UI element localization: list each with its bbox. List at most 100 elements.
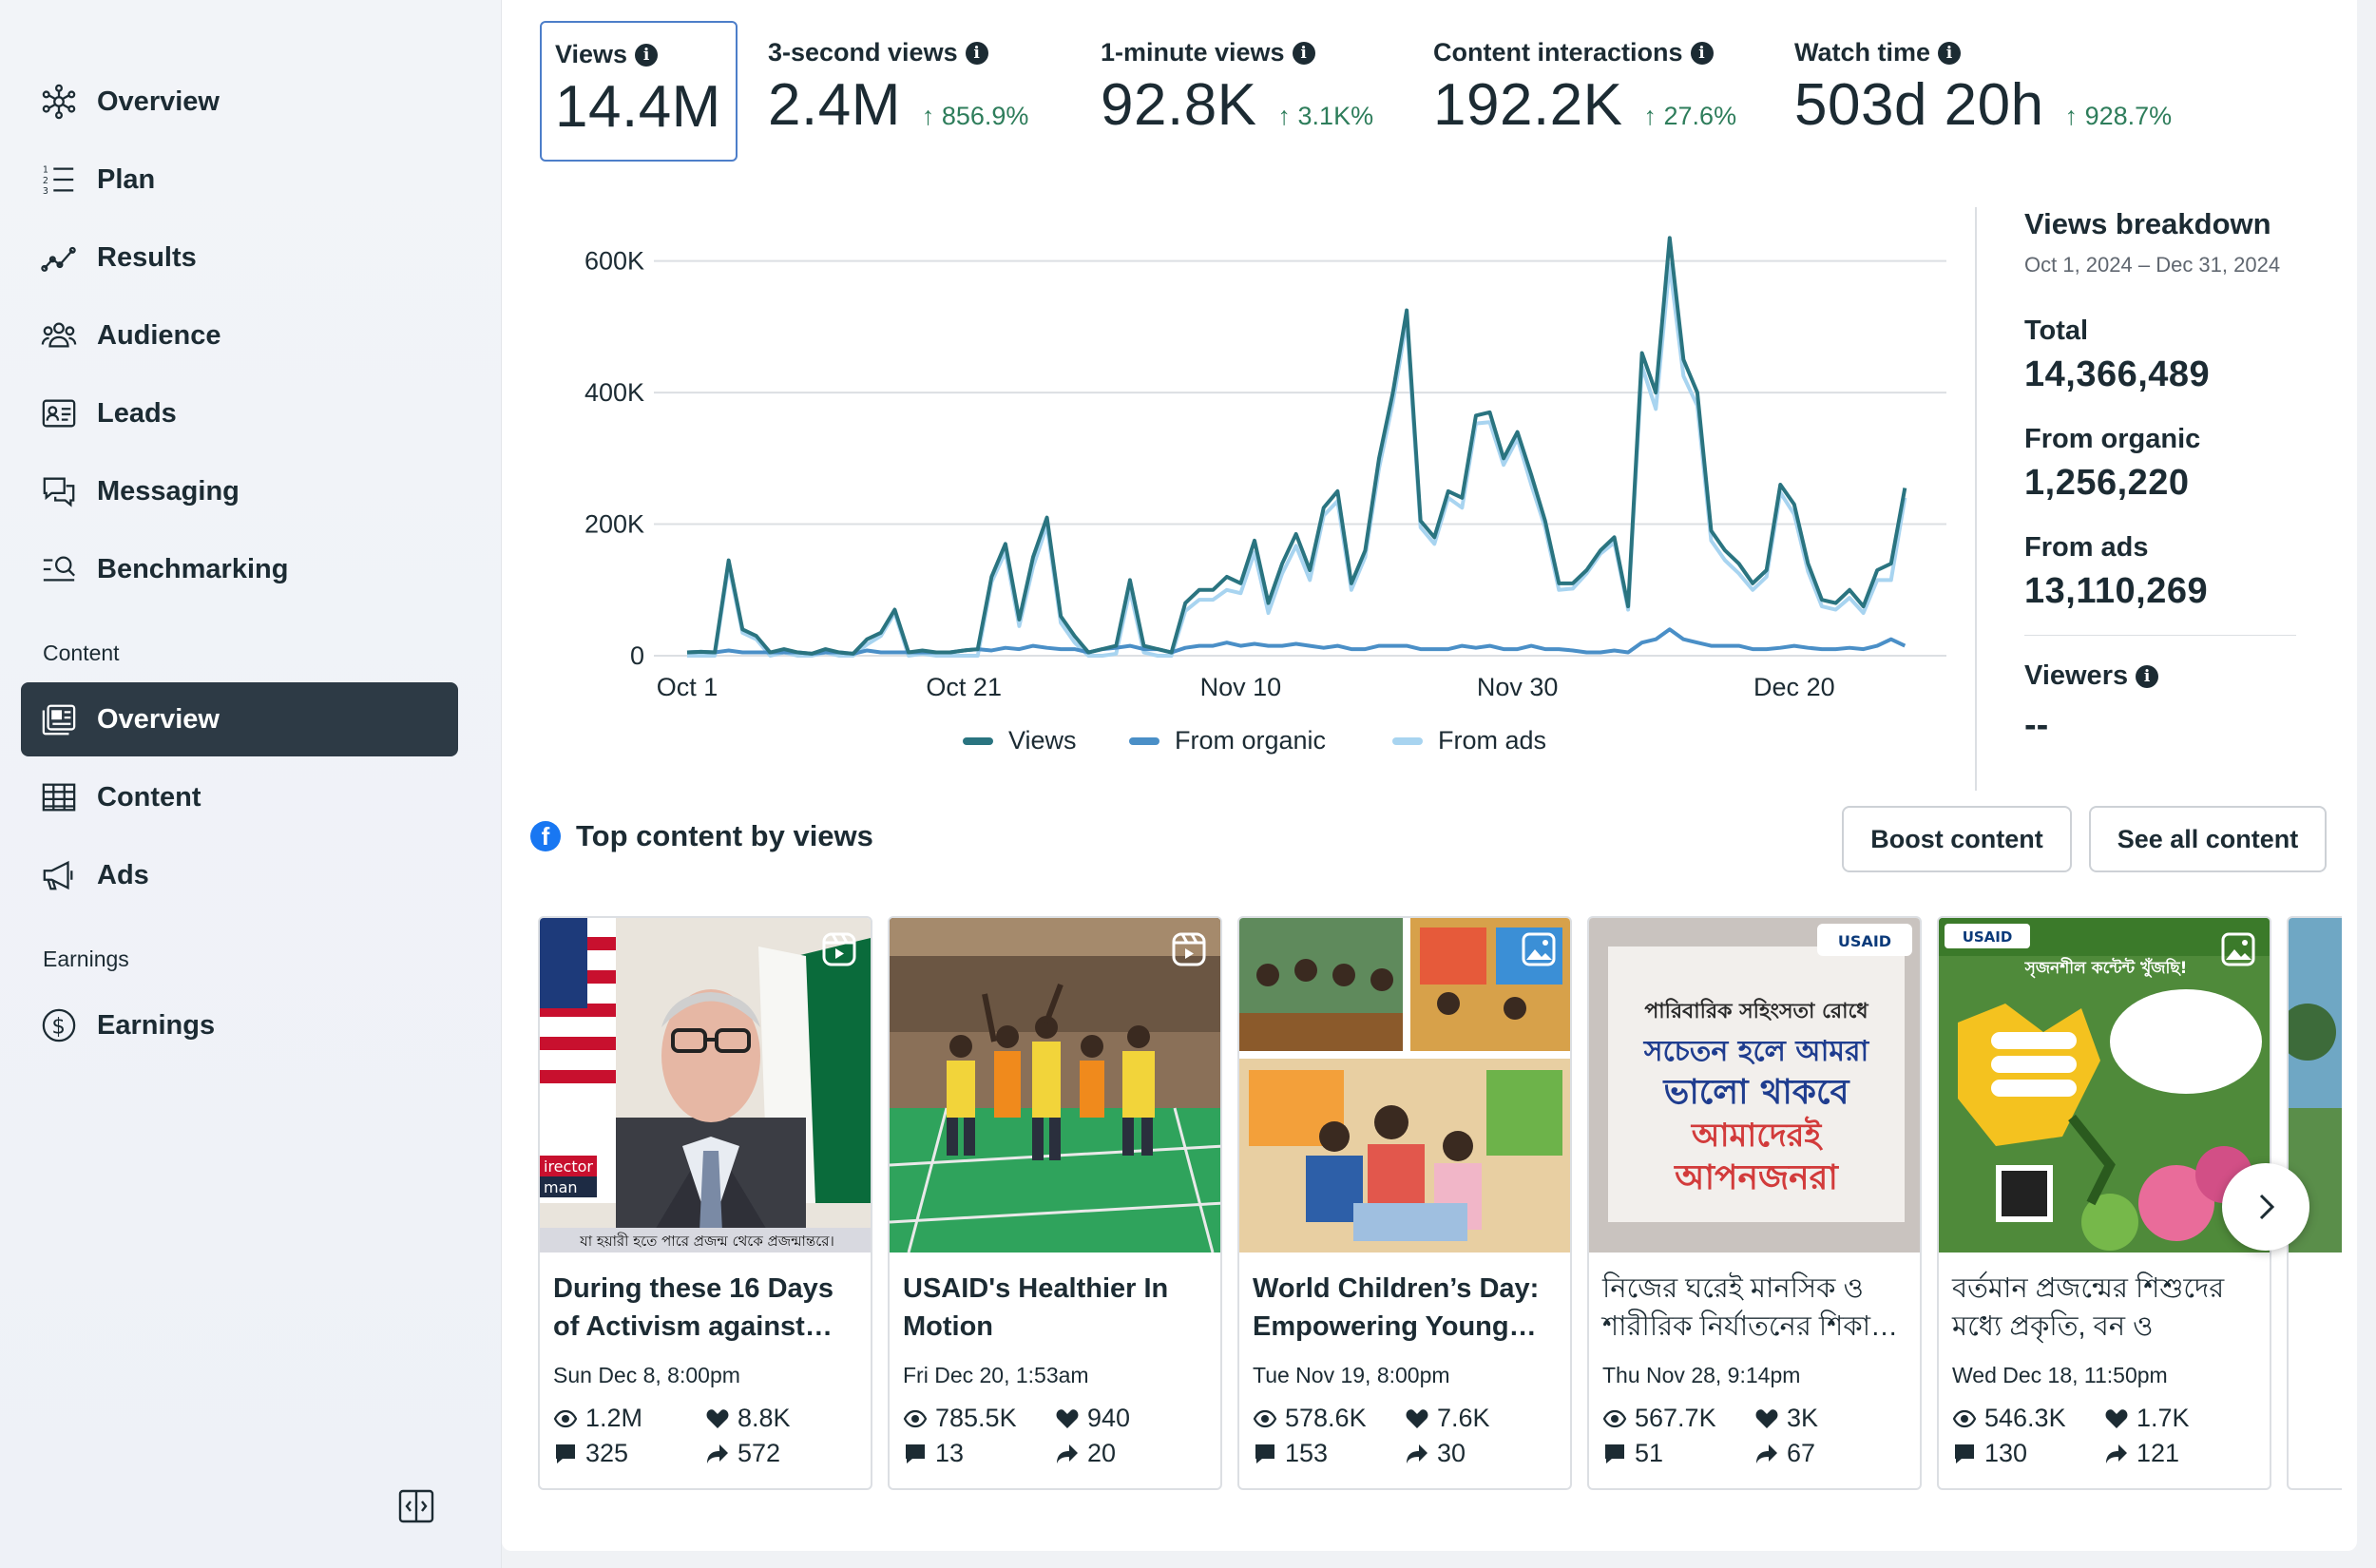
metric-value: 192.2K xyxy=(1433,72,1623,138)
metric-watch-time[interactable]: Watch time i 503d 20h ↑ 928.7% xyxy=(1794,21,2213,162)
legend-swatch xyxy=(1392,737,1423,745)
top-content-title: Top content by views xyxy=(576,819,873,852)
comments-count: 153 xyxy=(1285,1439,1329,1467)
metric-1-minute-views[interactable]: 1-minute views i 92.8K ↑ 3.1K% xyxy=(1101,21,1424,162)
breakdown-viewers-label: Viewers xyxy=(2024,660,2129,691)
breakdown-organic-value: 1,256,220 xyxy=(2024,463,2190,503)
metric-content-interactions[interactable]: Content interactions i 192.2K ↑ 27.6% xyxy=(1433,21,1775,162)
boost-content-button[interactable]: Boost content xyxy=(1842,806,2072,872)
sidebar-item-label: Overview xyxy=(97,86,220,117)
audience-people-icon xyxy=(40,316,78,354)
content-title: নিজের ঘরেই মানসিক ও শারীরিক নির্যাতনের শ… xyxy=(1602,1273,1899,1342)
heart-icon xyxy=(1406,1408,1428,1428)
sidebar-item-label: Overview xyxy=(97,703,220,735)
sidebar-item-label: Content xyxy=(97,781,201,813)
main-panel: Views i 14.4M 3-second views i 2.4M ↑ 856.9… xyxy=(502,0,2357,1551)
comments-count: 130 xyxy=(1984,1439,2028,1467)
collapse-sidebar-icon[interactable] xyxy=(397,1487,435,1525)
content-title: World Children’s Day: Empowering Young… xyxy=(1253,1273,1540,1342)
views-count: 785.5K xyxy=(935,1404,1017,1432)
breakdown-title: Views breakdown xyxy=(2024,207,2271,240)
comments-count: 51 xyxy=(1635,1439,1664,1467)
content-date: Wed Dec 18, 11:50pm xyxy=(1952,1363,2168,1387)
share-icon xyxy=(1756,1444,1777,1463)
content-card[interactable]: USAID পারিবারিক সহিংসতা রোধে সচেতন হলে আ… xyxy=(1587,916,1922,1490)
shares-count: 572 xyxy=(738,1439,781,1467)
metric-3-second-views[interactable]: 3-second views i 2.4M ↑ 856.9% xyxy=(768,21,1082,162)
metric-value: 14.4M xyxy=(555,74,721,140)
see-all-content-button[interactable]: See all content xyxy=(2089,806,2327,872)
svg-text:1: 1 xyxy=(43,164,48,175)
reactions-count: 7.6K xyxy=(1437,1404,1490,1432)
svg-text:$: $ xyxy=(51,1015,66,1040)
sidebar-item-content-overview[interactable]: Overview xyxy=(21,682,458,756)
eye-icon xyxy=(903,1409,928,1427)
content-date: Thu Nov 28, 9:14pm xyxy=(1602,1363,1801,1387)
reactions-count: 1.7K xyxy=(2136,1404,2190,1432)
y-tick-label: 400K xyxy=(584,378,644,407)
sidebar-item-leads[interactable]: Leads xyxy=(21,376,458,450)
breakdown-organic-label: From organic xyxy=(2024,424,2201,454)
content-card[interactable]: World Children’s Day: Empowering Young… … xyxy=(1237,916,1572,1490)
info-icon[interactable]: i xyxy=(1690,41,1714,65)
content-card[interactable]: USAID's Healthier In Motion Fri Dec 20, … xyxy=(888,916,1222,1490)
sidebar-item-audience[interactable]: Audience xyxy=(21,298,458,373)
content-card[interactable]: irector man যা হয়ারী হতে পারে প্রজন্ম থ… xyxy=(538,916,872,1490)
info-icon[interactable]: i xyxy=(965,41,988,65)
sidebar-item-label: Benchmarking xyxy=(97,553,289,584)
eye-icon xyxy=(1952,1409,1977,1427)
metric-change: ↑ 856.9% xyxy=(921,102,1029,130)
sidebar-item-label: Messaging xyxy=(97,475,240,507)
thumb-line-text: সচেতন হলে আমরা xyxy=(1643,1035,1870,1068)
y-tick-label: 0 xyxy=(630,641,644,670)
comment-icon xyxy=(1605,1444,1624,1463)
legend-label: Views xyxy=(1008,726,1077,755)
carousel-next-button[interactable] xyxy=(2222,1163,2309,1251)
sidebar-item-benchmarking[interactable]: Benchmarking xyxy=(21,532,458,606)
views-line-chart[interactable]: 0 200K 400K 600K Oct 1 Oct 21 Nov 10 Nov 30 Dec … xyxy=(521,209,1965,779)
content-title: During these 16 Days of Activism against… xyxy=(553,1273,834,1342)
comment-icon xyxy=(1255,1444,1274,1463)
sidebar-item-results[interactable]: Results xyxy=(21,220,458,295)
info-icon[interactable]: i xyxy=(1292,41,1315,65)
x-tick-label: Oct 21 xyxy=(926,673,1002,701)
top-content-carousel: irector man যা হয়ারী হতে পারে প্রজন্ম থ… xyxy=(538,916,2342,1492)
overview-network-icon xyxy=(40,83,78,121)
views-count: 546.3K xyxy=(1984,1404,2066,1432)
svg-text:2: 2 xyxy=(43,176,48,186)
shares-count: 67 xyxy=(1787,1439,1816,1467)
leads-card-icon xyxy=(40,394,78,432)
info-icon[interactable]: i xyxy=(2136,664,2159,688)
metric-views[interactable]: Views i 14.4M xyxy=(540,21,738,162)
sidebar-item-overview[interactable]: Overview xyxy=(21,65,458,139)
content-thumbnail xyxy=(1239,918,1570,1252)
content-thumbnail: USAID পারিবারিক সহিংসতা রোধে সচেতন হলে আ… xyxy=(1589,918,1920,1252)
top-content-header: f Top content by views xyxy=(530,819,873,853)
info-icon[interactable]: i xyxy=(1938,41,1962,65)
metric-title: Views xyxy=(555,40,628,68)
sidebar-item-content[interactable]: Content xyxy=(21,760,458,834)
section-label-earnings: Earnings xyxy=(43,947,129,971)
content-title: USAID's Healthier In Motion xyxy=(903,1273,1169,1342)
thumb-line-text: ভালো থাকবে xyxy=(1662,1073,1851,1112)
eye-icon xyxy=(1602,1409,1627,1427)
metric-title: 1-minute views xyxy=(1101,38,1285,67)
content-card[interactable]: USAID সৃজনশীল কন্টেন্ট খুঁজছি! বর্তমান xyxy=(1937,916,2271,1490)
heart-icon xyxy=(2105,1408,2128,1428)
info-icon[interactable]: i xyxy=(635,43,659,67)
reel-icon xyxy=(1172,932,1206,966)
sidebar-item-earnings[interactable]: $ Earnings xyxy=(21,988,458,1062)
content-overview-icon xyxy=(40,700,78,738)
thumb-header-text: সৃজনশীল কন্টেন্ট খুঁজছি! xyxy=(2024,957,2188,979)
sidebar-item-messaging[interactable]: Messaging xyxy=(21,454,458,528)
x-tick-label: Nov 10 xyxy=(1200,673,1282,701)
sidebar-item-label: Results xyxy=(97,241,197,273)
thumb-line-text: আপনজনরা xyxy=(1673,1158,1839,1197)
shares-count: 121 xyxy=(2136,1439,2180,1467)
divider xyxy=(2024,635,2296,636)
chevron-right-icon xyxy=(2259,1194,2275,1220)
reactions-count: 8.8K xyxy=(738,1404,791,1432)
sidebar-item-ads[interactable]: Ads xyxy=(21,838,458,912)
